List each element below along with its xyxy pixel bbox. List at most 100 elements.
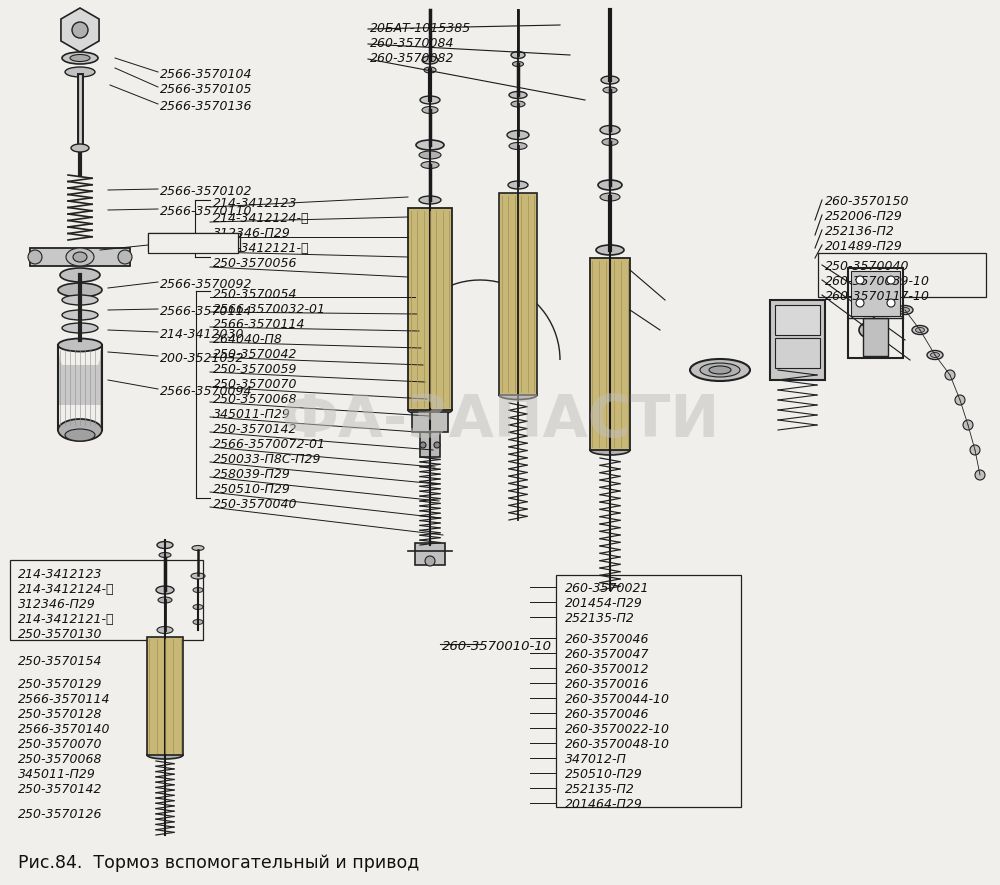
Text: 260-3570039-10: 260-3570039-10: [825, 275, 930, 288]
Text: 2566-3570104: 2566-3570104: [160, 68, 252, 81]
Ellipse shape: [602, 138, 618, 145]
Text: 250-3570126: 250-3570126: [18, 808, 103, 821]
Text: 260-3570047: 260-3570047: [565, 648, 650, 661]
Ellipse shape: [159, 552, 171, 558]
Ellipse shape: [600, 193, 620, 201]
Bar: [148, 233, 238, 253]
Ellipse shape: [420, 96, 440, 104]
Ellipse shape: [709, 366, 731, 374]
Text: 2566-3570094: 2566-3570094: [160, 385, 252, 398]
Ellipse shape: [512, 61, 524, 66]
Text: 2566-3570090: 2566-3570090: [148, 240, 240, 253]
Text: 20БАТ-1015385: 20БАТ-1015385: [370, 22, 471, 35]
Text: 252006-П29: 252006-П29: [825, 210, 903, 223]
Text: 250-3570040: 250-3570040: [825, 260, 910, 273]
Ellipse shape: [416, 140, 444, 150]
Text: 260-3570048-10: 260-3570048-10: [565, 738, 670, 751]
Bar: [148, 233, 240, 251]
Text: 260-3570084: 260-3570084: [370, 37, 454, 50]
Text: 214-3412123: 214-3412123: [213, 197, 298, 210]
Text: 252135-П2: 252135-П2: [565, 612, 635, 625]
Text: 2566-3570114: 2566-3570114: [213, 318, 306, 331]
Bar: [408, 208, 452, 410]
Bar: [590, 258, 630, 450]
Text: 250-3570070: 250-3570070: [18, 738, 103, 751]
Text: 260-3570082: 260-3570082: [370, 52, 454, 65]
Text: 2566-3570114: 2566-3570114: [18, 693, 110, 706]
Ellipse shape: [60, 268, 100, 282]
Ellipse shape: [424, 67, 436, 73]
Text: 260-3570046: 260-3570046: [565, 633, 650, 646]
Text: 214-3412121-䄞: 214-3412121-䄞: [213, 242, 310, 255]
Text: 201464-П29: 201464-П29: [565, 798, 643, 811]
Circle shape: [420, 442, 426, 448]
Bar: [818, 253, 986, 297]
Ellipse shape: [600, 126, 620, 135]
Text: 312346-П29: 312346-П29: [213, 227, 291, 240]
Text: 214-3412030: 214-3412030: [160, 328, 244, 341]
Bar: [30, 248, 130, 266]
Text: 312346-П29: 312346-П29: [18, 598, 96, 611]
Ellipse shape: [62, 52, 98, 64]
Bar: [148, 233, 238, 253]
Text: 250-3570042: 250-3570042: [213, 348, 298, 361]
Circle shape: [955, 395, 965, 405]
Ellipse shape: [511, 101, 525, 107]
Ellipse shape: [71, 144, 89, 152]
Text: 250510-П29: 250510-П29: [565, 768, 643, 781]
Text: 201454-П29: 201454-П29: [565, 597, 643, 610]
Ellipse shape: [700, 363, 740, 377]
Ellipse shape: [408, 405, 452, 415]
Polygon shape: [61, 8, 99, 52]
Text: 250-3570059: 250-3570059: [213, 363, 298, 376]
Text: 264040-П8: 264040-П8: [213, 333, 283, 346]
Ellipse shape: [58, 338, 102, 351]
Text: 250-3570129: 250-3570129: [18, 678, 103, 691]
Ellipse shape: [509, 142, 527, 150]
Circle shape: [970, 445, 980, 455]
Circle shape: [856, 276, 864, 284]
Ellipse shape: [419, 196, 441, 204]
Ellipse shape: [193, 604, 203, 610]
Text: 250-3570154: 250-3570154: [18, 655, 103, 668]
Text: 250033-П8С-П29: 250033-П8С-П29: [213, 453, 322, 466]
Bar: [770, 300, 825, 380]
Text: 214-3412121-䄞: 214-3412121-䄞: [18, 613, 114, 626]
Bar: [147, 637, 183, 755]
Ellipse shape: [507, 130, 529, 140]
Ellipse shape: [28, 250, 42, 264]
Ellipse shape: [65, 67, 95, 77]
Ellipse shape: [193, 588, 203, 592]
Text: 2566-3570092: 2566-3570092: [160, 278, 252, 291]
Text: 260-3570012: 260-3570012: [565, 663, 650, 676]
Text: 2566-3570102: 2566-3570102: [160, 185, 252, 198]
Ellipse shape: [690, 359, 750, 381]
Text: 2566-3570032-01: 2566-3570032-01: [213, 303, 326, 316]
Text: 2566-3570072-01: 2566-3570072-01: [213, 438, 326, 451]
Circle shape: [887, 299, 895, 307]
Text: 260-3570022-10: 260-3570022-10: [565, 723, 670, 736]
Ellipse shape: [927, 350, 943, 359]
Ellipse shape: [509, 91, 527, 98]
Text: 250-3570142: 250-3570142: [213, 423, 298, 436]
Ellipse shape: [192, 545, 204, 550]
Ellipse shape: [58, 419, 102, 441]
Ellipse shape: [157, 542, 173, 549]
Ellipse shape: [912, 326, 928, 335]
Ellipse shape: [603, 87, 617, 93]
Circle shape: [945, 370, 955, 380]
Ellipse shape: [422, 56, 438, 64]
Text: 250-3570040: 250-3570040: [213, 498, 298, 511]
Ellipse shape: [499, 390, 537, 399]
Bar: [420, 432, 440, 457]
Ellipse shape: [897, 305, 913, 314]
Bar: [556, 575, 741, 807]
Ellipse shape: [508, 181, 528, 189]
Circle shape: [434, 442, 440, 448]
Text: 260-3570021: 260-3570021: [565, 582, 650, 595]
Ellipse shape: [419, 151, 441, 159]
Text: 214-3412124-䄞: 214-3412124-䄞: [18, 583, 114, 596]
Ellipse shape: [598, 180, 622, 190]
Text: 260-3570016: 260-3570016: [565, 678, 650, 691]
Bar: [415, 543, 445, 565]
